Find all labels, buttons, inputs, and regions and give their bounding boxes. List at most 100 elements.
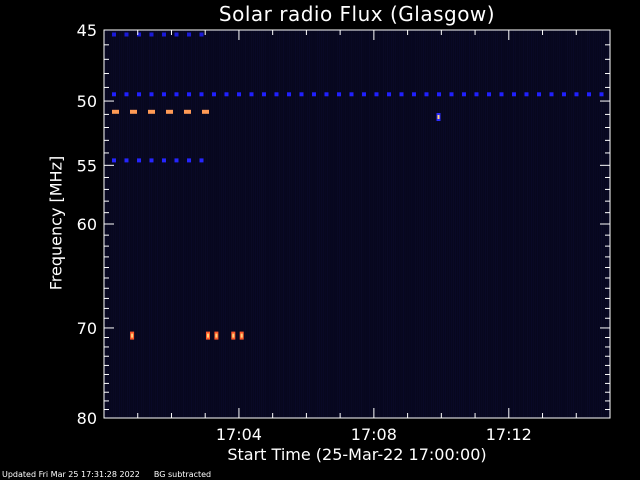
background-streak — [115, 30, 116, 418]
background-streak — [591, 30, 592, 418]
background-streak — [335, 30, 336, 418]
background-streak — [369, 30, 370, 418]
background-streak — [497, 30, 498, 418]
background-streak — [229, 30, 230, 418]
background-streak — [153, 30, 154, 418]
background-streak — [213, 30, 214, 418]
background-streak — [419, 30, 420, 418]
background-streak — [249, 30, 250, 418]
band-dash — [437, 92, 441, 97]
background-streak — [487, 30, 488, 418]
background-streak — [519, 30, 520, 418]
burst-spot-core — [215, 333, 218, 338]
band-dash — [166, 109, 173, 114]
background-streak — [529, 30, 530, 418]
band-dash — [149, 158, 154, 163]
background-streak — [347, 30, 348, 418]
background-streak — [563, 30, 564, 418]
background-streak — [235, 30, 236, 418]
band-dash — [574, 92, 579, 97]
background-streak — [453, 30, 454, 418]
background-streak — [143, 30, 144, 418]
background-streak — [385, 30, 386, 418]
band-dash — [174, 92, 179, 97]
background-streak — [407, 30, 408, 418]
band-dash — [124, 158, 129, 163]
background-streak — [459, 30, 460, 418]
band-dash — [362, 92, 366, 97]
background-streak — [259, 30, 260, 418]
background-streak — [227, 30, 228, 418]
background-streak — [145, 30, 146, 418]
background-streak — [217, 30, 218, 418]
background-streak — [159, 30, 160, 418]
background-streak — [119, 30, 120, 418]
band-dash — [199, 158, 204, 163]
background-streak — [203, 30, 204, 418]
background-streak — [257, 30, 258, 418]
background-streak — [363, 30, 364, 418]
background-streak — [371, 30, 372, 418]
background-streak — [549, 30, 550, 418]
background-streak — [449, 30, 450, 418]
background-streak — [513, 30, 514, 418]
background-streak — [243, 30, 244, 418]
background-streak — [269, 30, 270, 418]
background-streak — [315, 30, 316, 418]
background-streak — [495, 30, 496, 418]
band-dash — [299, 92, 304, 97]
x-tick-label: 17:12 — [486, 425, 532, 444]
background-streak — [447, 30, 448, 418]
band-dash — [187, 158, 191, 163]
background-streak — [533, 30, 534, 418]
background-streak — [437, 30, 438, 418]
background-streak — [457, 30, 458, 418]
background-streak — [339, 30, 340, 418]
band-dash — [474, 92, 479, 97]
background-streak — [551, 30, 552, 418]
background-streak — [427, 30, 428, 418]
band-dash — [599, 92, 604, 97]
background-streak — [567, 30, 568, 418]
background-streak — [233, 30, 234, 418]
band-dash — [130, 109, 137, 114]
burst-spot-core — [437, 115, 440, 119]
background-streak — [303, 30, 304, 418]
background-streak — [281, 30, 282, 418]
background-streak — [123, 30, 124, 418]
background-streak — [585, 30, 586, 418]
background-streak — [195, 30, 196, 418]
background-streak — [401, 30, 402, 418]
background-streak — [237, 30, 238, 418]
band-dash — [124, 92, 129, 97]
background-streak — [155, 30, 156, 418]
background-streak — [377, 30, 378, 418]
band-dash — [487, 92, 491, 97]
background-streak — [167, 30, 168, 418]
background-streak — [225, 30, 226, 418]
background-streak — [509, 30, 510, 418]
background-streak — [559, 30, 560, 418]
background-streak — [231, 30, 232, 418]
background-streak — [527, 30, 528, 418]
x-tick-label: 17:04 — [216, 425, 262, 444]
background-streak — [201, 30, 202, 418]
background-streak — [409, 30, 410, 418]
background-streak — [481, 30, 482, 418]
background-streak — [485, 30, 486, 418]
background-streak — [489, 30, 490, 418]
background-streak — [543, 30, 544, 418]
band-dash — [424, 92, 429, 97]
band-dash — [549, 92, 554, 97]
band-dash — [399, 92, 404, 97]
background-streak — [147, 30, 148, 418]
band-dash — [312, 92, 316, 97]
background-streak — [219, 30, 220, 418]
band-dash — [112, 158, 116, 163]
background-streak — [477, 30, 478, 418]
background-streak — [245, 30, 246, 418]
background-streak — [539, 30, 540, 418]
background-streak — [193, 30, 194, 418]
band-dash — [162, 158, 166, 163]
background-streak — [397, 30, 398, 418]
